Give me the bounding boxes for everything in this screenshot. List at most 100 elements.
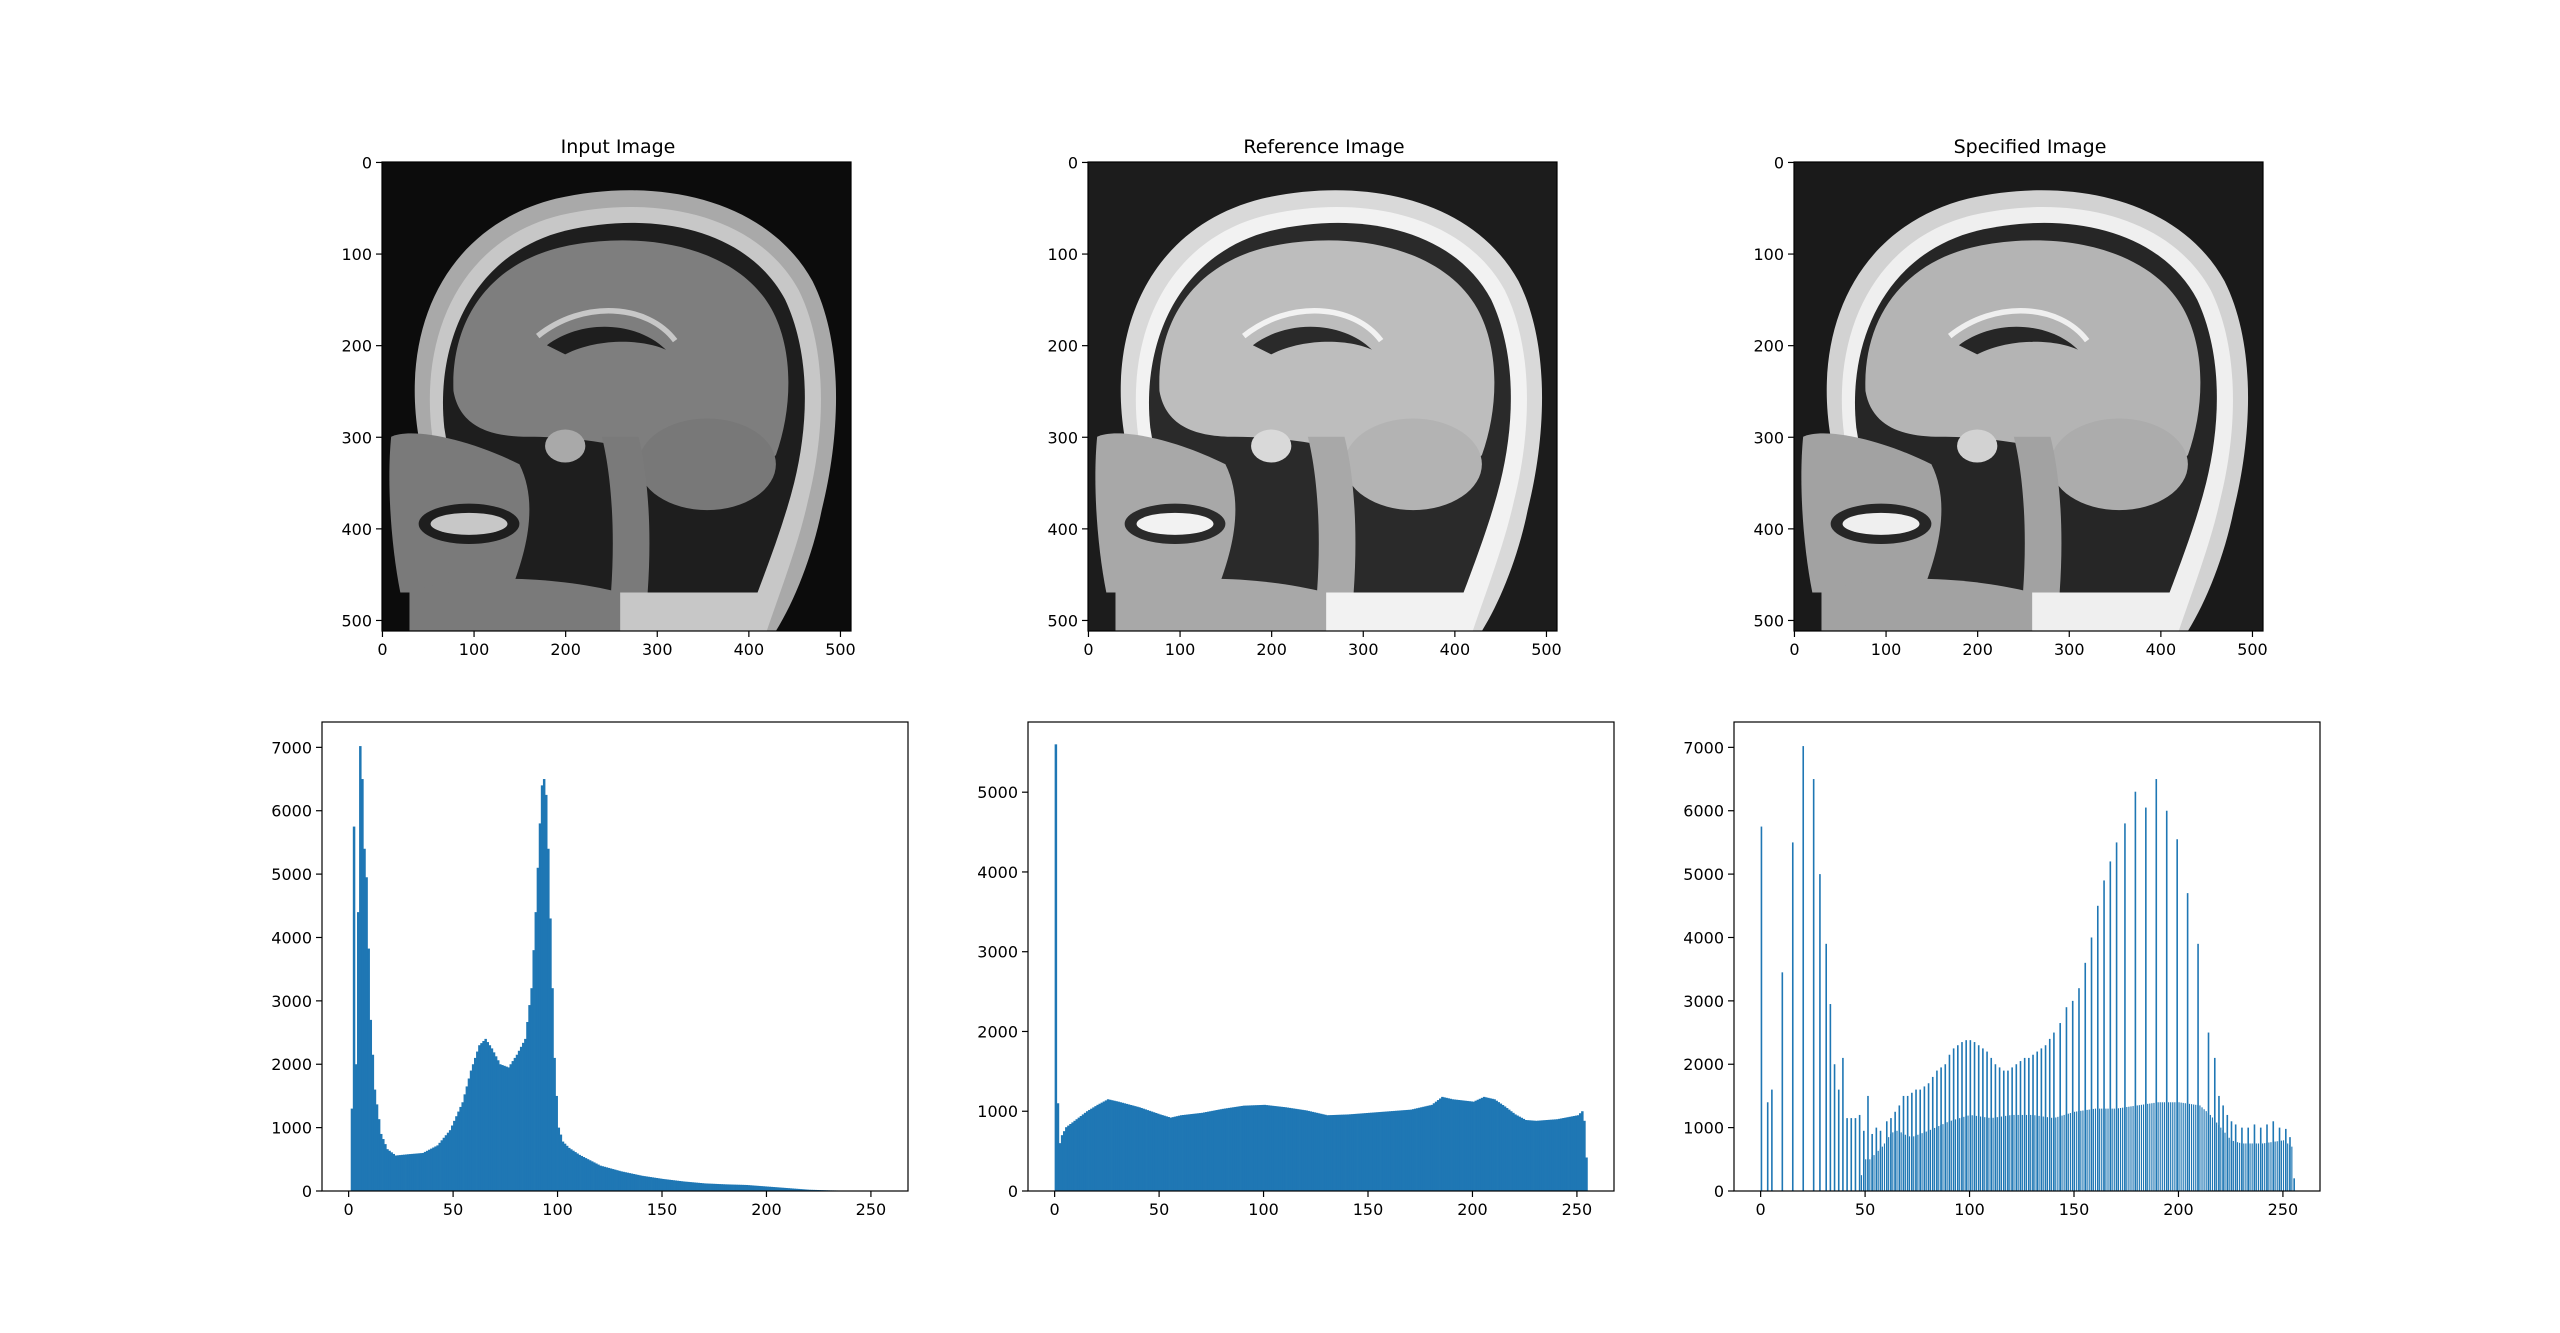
histogram-bar <box>593 1162 596 1191</box>
histogram-bar <box>739 1184 742 1191</box>
x-tick-label: 100 <box>459 640 490 659</box>
histogram-bar <box>2195 1104 2197 1191</box>
x-tick-label: 200 <box>751 1200 782 1219</box>
histogram-bar <box>639 1175 642 1191</box>
histogram-bar <box>735 1184 738 1191</box>
histogram-bar <box>620 1171 623 1191</box>
histogram-bar <box>1273 1106 1277 1191</box>
histogram-bar <box>601 1166 604 1191</box>
histogram-bar <box>2034 1115 2036 1191</box>
histogram-bar <box>1489 1098 1492 1191</box>
histogram-bar <box>1581 1111 1584 1191</box>
histogram-bar <box>2264 1143 2266 1191</box>
histogram-bar <box>1102 1101 1106 1191</box>
histogram-bar <box>1487 1097 1490 1191</box>
histogram-bar <box>1374 1112 1377 1191</box>
histogram-bar <box>2170 1102 2172 1191</box>
histogram-bar <box>1219 1109 1223 1191</box>
x-tick-label: 0 <box>1083 640 1093 659</box>
histogram-bar <box>1253 1105 1256 1191</box>
histogram-bar <box>2199 1105 2201 1191</box>
histogram-bar <box>1543 1120 1546 1191</box>
histogram-bar <box>2044 1045 2047 1191</box>
histogram-bar <box>1150 1111 1154 1191</box>
histogram-bar <box>1441 1096 1444 1191</box>
histogram-bar <box>628 1173 632 1191</box>
y-tick-label: 0 <box>362 153 372 172</box>
histogram-bar <box>1319 1113 1323 1191</box>
histogram-bar <box>626 1172 629 1191</box>
histogram-bar <box>766 1186 769 1191</box>
histogram-bar <box>1309 1111 1312 1191</box>
histogram-bar <box>488 1045 492 1191</box>
histogram-bar <box>1100 1102 1104 1191</box>
histogram-bar <box>1144 1109 1147 1191</box>
histogram-bar <box>2230 1121 2233 1191</box>
histogram-bar <box>2011 1067 2013 1191</box>
histogram-bar <box>762 1186 765 1191</box>
y-tick-label: 100 <box>1047 245 1078 264</box>
histogram-bar <box>1286 1107 1290 1191</box>
histogram-bar <box>1984 1117 1986 1191</box>
histogram-bar <box>1301 1109 1304 1191</box>
histogram-bar <box>1574 1115 1578 1191</box>
histogram-bar <box>1911 1092 1913 1191</box>
histogram-bar <box>1418 1107 1421 1191</box>
x-tick-label: 50 <box>1149 1200 1169 1219</box>
histogram-bar <box>430 1148 433 1191</box>
histogram-bar <box>1213 1110 1216 1191</box>
histogram-bar <box>1919 1089 1922 1191</box>
histogram-bar <box>1954 1119 1957 1191</box>
histogram-bar <box>2074 1111 2076 1191</box>
histogram-bar <box>1547 1119 1551 1191</box>
histogram-bar <box>511 1061 515 1191</box>
histogram-bar <box>473 1057 477 1191</box>
histogram-bar <box>2197 943 2199 1191</box>
histogram-bar <box>515 1054 519 1191</box>
histogram-bar <box>1846 1118 1848 1191</box>
histogram-bar <box>1946 1122 1948 1191</box>
input-mri-image <box>382 162 851 632</box>
histogram-bar <box>1407 1109 1411 1191</box>
histogram-bar <box>624 1172 627 1191</box>
histogram-bar <box>670 1179 673 1191</box>
histogram-bar <box>1491 1098 1494 1191</box>
histogram-bar <box>2190 1104 2193 1191</box>
y-tick-label: 1000 <box>271 1119 312 1138</box>
histogram-bar <box>1881 1146 1883 1191</box>
histogram-bar <box>1230 1107 1233 1191</box>
cerebrum-shape <box>453 240 789 470</box>
histogram-bar <box>398 1155 402 1191</box>
histogram-bar <box>1378 1112 1381 1191</box>
histogram-bar <box>1267 1105 1271 1191</box>
histogram-bar <box>1996 1117 1998 1191</box>
histogram-bar <box>714 1183 717 1191</box>
histogram-bar <box>1242 1105 1246 1191</box>
histogram-bar <box>781 1187 784 1191</box>
corpus-callosum <box>1242 308 1384 343</box>
histogram-bar <box>1129 1105 1133 1191</box>
histogram-bar <box>2203 1109 2205 1191</box>
x-tick-label: 0 <box>1756 1200 1766 1219</box>
histogram-bar <box>1388 1111 1392 1191</box>
histogram-bar <box>1347 1114 1350 1191</box>
histogram-bar <box>2051 1117 2053 1191</box>
histogram-bar <box>2280 1140 2282 1191</box>
histogram-bar <box>1493 1099 1496 1191</box>
histogram-bar <box>703 1183 707 1191</box>
y-tick-label: 4000 <box>271 928 312 947</box>
histogram-bar <box>758 1185 761 1191</box>
histogram-bar <box>1393 1110 1396 1191</box>
y-tick-label: 5000 <box>271 865 312 884</box>
histogram-bar <box>2046 1117 2048 1191</box>
histogram-bar <box>1516 1115 1519 1191</box>
histogram-bar <box>2216 1122 2218 1191</box>
histogram-bar <box>1556 1119 1559 1191</box>
histogram-bar <box>1332 1114 1335 1191</box>
histogram-bar <box>365 877 368 1191</box>
histogram-bar <box>459 1106 462 1191</box>
histogram-bar <box>1349 1114 1352 1191</box>
histogram-bar <box>1539 1120 1542 1191</box>
histogram-bar <box>1217 1109 1221 1191</box>
histogram-bar <box>1860 1175 1863 1191</box>
